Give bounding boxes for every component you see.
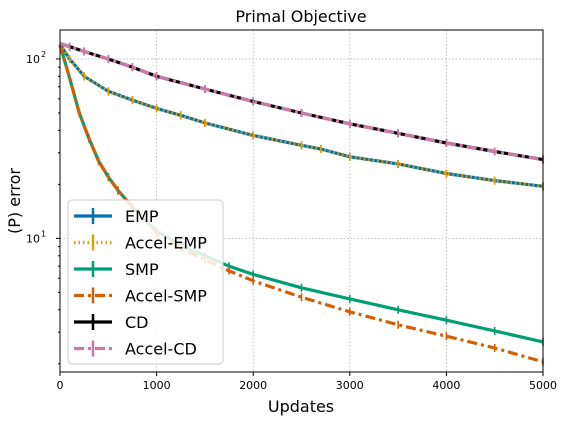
legend-item: Accel-CD (74, 340, 197, 359)
plot-frame (59, 29, 544, 373)
y-axis-label: (P) error (5, 168, 24, 234)
series-line (59, 41, 544, 162)
x-tick-label: 1000 (143, 379, 171, 392)
legend-label: CD (125, 313, 149, 332)
legend-item: EMP (74, 207, 159, 226)
legend-label: Accel-SMP (125, 287, 207, 306)
legend-label: Accel-CD (125, 340, 197, 359)
x-tick-label: 3000 (336, 379, 364, 392)
legend-item: CD (74, 313, 149, 332)
legend-label: Accel-EMP (125, 234, 207, 253)
y-tick-exponent: 1 (41, 229, 46, 238)
x-axis-label: Updates (268, 397, 334, 416)
legend-item: Accel-SMP (74, 287, 207, 306)
x-tick-label: 5000 (529, 379, 557, 392)
legend-label: SMP (125, 260, 159, 279)
legend-item: SMP (74, 260, 159, 279)
y-tick-label: 10 (26, 232, 40, 245)
x-tick-label: 2000 (239, 379, 267, 392)
x-tick-label: 0 (57, 379, 64, 392)
y-tick-label: 10 (26, 53, 40, 66)
legend-item: Accel-EMP (74, 234, 207, 253)
y-tick-exponent: 2 (41, 50, 46, 59)
series-line (58, 43, 544, 189)
legend: EMP Accel-EMP SMP Accel-SMP CD Accel-CD (67, 199, 224, 365)
x-axis: 0 1000 2000 3000 4000 5000 (57, 372, 557, 392)
chart-title: Primal Objective (235, 7, 366, 26)
x-tick-label: 4000 (432, 379, 460, 392)
legend-label: EMP (125, 207, 159, 226)
